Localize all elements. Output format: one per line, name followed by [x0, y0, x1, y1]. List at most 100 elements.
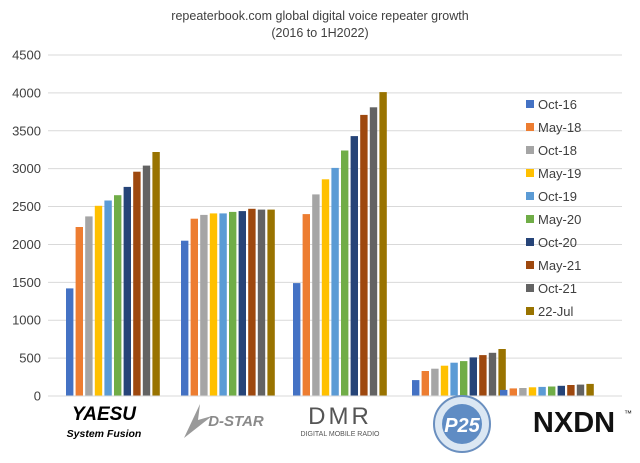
- bars: [66, 92, 594, 397]
- dmr-logo-text: DMR: [308, 403, 372, 430]
- bar-may-18: [190, 218, 198, 396]
- bar-oct-19: [331, 167, 339, 396]
- legend-swatch: [526, 146, 534, 154]
- legend-swatch: [526, 169, 534, 177]
- bar-oct-21: [576, 384, 585, 396]
- dmr-subtitle-text: DIGITAL MOBILE RADIO: [301, 431, 381, 438]
- bar-oct-20: [238, 211, 246, 396]
- bar-may-19: [321, 179, 330, 396]
- bar-oct-20: [123, 186, 131, 396]
- y-tick-label: 1500: [12, 275, 41, 290]
- legend-label: May-19: [538, 166, 581, 181]
- nxdn-logo-text: NXDN: [533, 407, 615, 439]
- bar-may-18: [421, 371, 429, 396]
- yaesu-logo-text: YAESU: [72, 404, 137, 425]
- bar-oct-16: [66, 288, 74, 396]
- bar-may-20: [341, 150, 349, 396]
- bar-may-21: [133, 171, 141, 396]
- d-star-swoosh-icon: [184, 404, 212, 438]
- y-tick-label: 4000: [12, 85, 41, 100]
- chart-subtitle: (2016 to 1H2022): [271, 26, 368, 40]
- bar-oct-20: [557, 385, 565, 396]
- legend-label: Oct-16: [538, 97, 577, 112]
- bar-oct-21: [257, 209, 266, 396]
- y-axis-tick-labels: 0 500 1000 1500 2000 2500 3000 3500 4000 4500: [12, 48, 41, 404]
- bar-22-jul: [152, 152, 160, 396]
- legend-label: May-21: [538, 258, 581, 273]
- bar-oct-19: [219, 213, 227, 396]
- y-tick-label: 4500: [12, 48, 41, 63]
- bar-22-jul: [586, 383, 594, 396]
- bar-oct-18: [85, 216, 93, 396]
- bar-oct-20: [469, 357, 477, 396]
- legend-label: May-20: [538, 212, 581, 227]
- legend-swatch: [526, 261, 534, 269]
- bar-oct-20: [350, 136, 358, 396]
- bar-oct-16: [181, 240, 189, 396]
- legend: Oct-16 May-18 Oct-18 May-19 Oct-19 May-20 Oct-…: [526, 97, 581, 319]
- bar-oct-19: [104, 200, 112, 396]
- p25-logo-text: P25: [444, 415, 480, 437]
- legend-swatch: [526, 215, 534, 223]
- bar-oct-16: [412, 380, 420, 396]
- bar-oct-18: [200, 214, 208, 396]
- bar-oct-16: [293, 283, 301, 396]
- legend-label: Oct-18: [538, 143, 577, 158]
- bar-may-21: [567, 385, 575, 396]
- legend-swatch: [526, 284, 534, 292]
- logo-yaesu-system-fusion: YAESU System Fusion: [67, 404, 142, 440]
- nxdn-trademark-text: ™: [624, 409, 632, 418]
- bar-oct-21: [488, 352, 497, 396]
- logo-p25: P25: [433, 395, 491, 453]
- bar-oct-19: [450, 362, 458, 396]
- y-tick-label: 3000: [12, 161, 41, 176]
- legend-label: Oct-19: [538, 189, 577, 204]
- y-tick-label: 0: [34, 389, 41, 404]
- legend-swatch: [526, 192, 534, 200]
- bar-may-20: [229, 211, 237, 396]
- y-tick-label: 1000: [12, 313, 41, 328]
- y-tick-label: 500: [19, 351, 41, 366]
- legend-swatch: [526, 238, 534, 246]
- bar-22-jul: [379, 92, 387, 396]
- d-star-logo-text: D-STAR: [208, 413, 264, 430]
- bar-may-19: [440, 365, 449, 396]
- legend-label: May-18: [538, 120, 581, 135]
- legend-label: Oct-20: [538, 235, 577, 250]
- legend-swatch: [526, 307, 534, 315]
- bar-oct-18: [431, 368, 439, 396]
- bar-may-20: [548, 386, 556, 396]
- bar-may-20: [460, 361, 468, 396]
- bar-oct-16: [500, 389, 508, 396]
- legend-swatch: [526, 123, 534, 131]
- legend-label: 22-Jul: [538, 304, 574, 319]
- bar-22-jul: [498, 349, 506, 396]
- y-tick-label: 2000: [12, 237, 41, 252]
- bar-may-21: [248, 208, 256, 396]
- p25-seal-inner-ring: [442, 404, 482, 444]
- bar-may-21: [360, 114, 368, 397]
- y-tick-label: 3500: [12, 123, 41, 138]
- bar-22-jul: [267, 209, 275, 396]
- logo-nxdn: NXDN ™: [533, 407, 632, 439]
- system-fusion-logo-text: System Fusion: [67, 428, 142, 440]
- bar-may-19: [209, 213, 218, 396]
- bar-may-18: [302, 214, 310, 396]
- bar-may-19: [94, 205, 103, 396]
- logo-d-star: D-STAR: [184, 404, 264, 438]
- bar-oct-18: [312, 194, 320, 396]
- bar-oct-21: [369, 107, 378, 397]
- bar-may-19: [528, 387, 537, 396]
- bar-oct-18: [519, 388, 527, 396]
- bar-may-20: [114, 195, 122, 396]
- bar-may-21: [479, 355, 487, 396]
- bar-may-18: [509, 388, 517, 396]
- logo-dmr: DMR DIGITAL MOBILE RADIO: [301, 403, 381, 438]
- legend-swatch: [526, 100, 534, 108]
- legend-label: Oct-21: [538, 281, 577, 296]
- chart-title: repeaterbook.com global digital voice re…: [171, 9, 468, 23]
- bar-oct-19: [538, 386, 546, 396]
- bar-may-18: [75, 227, 83, 396]
- bar-oct-21: [142, 165, 151, 396]
